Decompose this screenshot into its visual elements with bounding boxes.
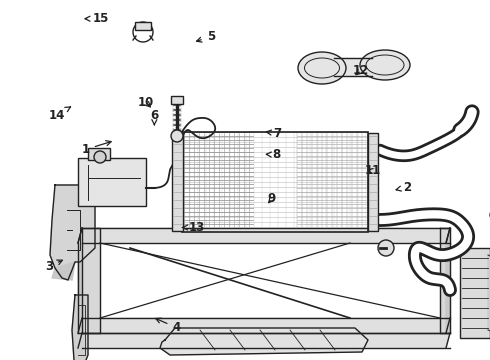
Bar [368, 133, 378, 231]
Text: 11: 11 [364, 165, 381, 177]
Polygon shape [488, 255, 490, 332]
Bar [78, 158, 146, 206]
Circle shape [378, 240, 394, 256]
Bar [135, 22, 151, 30]
Text: 4: 4 [156, 318, 180, 334]
Bar [172, 133, 183, 231]
Polygon shape [52, 262, 75, 280]
Text: 1: 1 [82, 141, 111, 156]
Circle shape [171, 130, 183, 142]
Ellipse shape [360, 50, 410, 80]
Text: 7: 7 [266, 127, 281, 140]
Polygon shape [72, 295, 88, 360]
Text: 15: 15 [85, 12, 109, 25]
Polygon shape [78, 333, 450, 348]
Ellipse shape [298, 52, 346, 84]
Polygon shape [78, 318, 450, 333]
Text: 10: 10 [138, 96, 154, 109]
Polygon shape [78, 228, 450, 243]
Bar [171, 96, 183, 104]
Text: 13: 13 [183, 221, 205, 234]
Polygon shape [82, 228, 100, 333]
Bar [460, 248, 490, 338]
Polygon shape [78, 228, 82, 333]
Text: 8: 8 [266, 148, 281, 161]
Polygon shape [440, 228, 450, 333]
Bar [182, 132, 368, 232]
Polygon shape [446, 228, 450, 333]
Text: 5: 5 [196, 30, 215, 43]
Text: 3: 3 [45, 260, 62, 273]
Text: 12: 12 [353, 64, 369, 77]
Circle shape [94, 151, 106, 163]
Bar [88, 148, 110, 160]
Text: 14: 14 [49, 107, 71, 122]
Text: 2: 2 [396, 181, 411, 194]
Text: 9: 9 [268, 192, 276, 205]
Polygon shape [50, 185, 95, 280]
Polygon shape [334, 58, 372, 76]
Polygon shape [160, 328, 368, 355]
Text: 6: 6 [150, 109, 158, 125]
